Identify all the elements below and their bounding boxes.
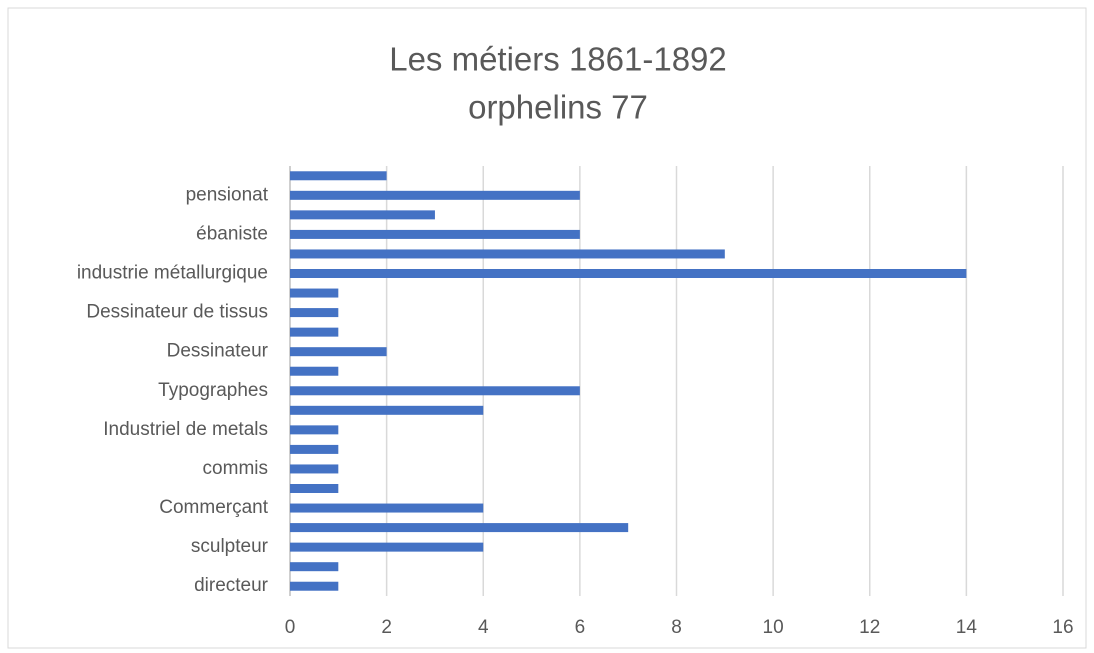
bar (290, 229, 580, 239)
y-tick-label: ébaniste (196, 223, 268, 244)
y-tick-label: Dessinateur de tissus (86, 302, 268, 323)
y-tick-label: industrie métallurgique (77, 263, 268, 284)
bar (290, 386, 580, 396)
bar (290, 269, 967, 278)
bar (290, 171, 387, 181)
x-tick-label: 0 (285, 617, 296, 638)
bar (290, 444, 339, 454)
bar (290, 581, 339, 591)
bar (290, 464, 339, 474)
x-tick-label: 8 (671, 617, 682, 638)
bar (290, 484, 339, 493)
bar (290, 210, 435, 220)
x-tick-label: 10 (763, 617, 784, 638)
x-tick-label: 2 (381, 617, 392, 638)
x-tick-label: 4 (478, 617, 489, 638)
bar (290, 562, 339, 572)
x-tick-label: 16 (1052, 617, 1073, 638)
bar (290, 288, 339, 298)
bar (290, 523, 629, 533)
bar (290, 405, 484, 415)
chart-title: Les métiers 1861-1892 (389, 41, 727, 78)
bar (290, 503, 484, 513)
bar (290, 425, 339, 435)
y-tick-label: commis (203, 458, 268, 479)
chart-title: orphelins 77 (468, 89, 648, 126)
bar (290, 308, 339, 318)
y-tick-label: Commerçant (159, 497, 268, 518)
bar (290, 542, 484, 552)
bar (290, 190, 580, 200)
x-tick-label: 12 (859, 617, 880, 638)
chart-border (7, 7, 1087, 649)
y-tick-label: directeur (194, 575, 269, 596)
x-tick-label: 6 (575, 617, 586, 638)
bar (290, 327, 339, 337)
x-tick-label: 14 (956, 617, 978, 638)
bar (290, 366, 339, 376)
bar (290, 347, 387, 357)
y-tick-label: pensionat (186, 184, 269, 205)
y-tick-label: Typographes (158, 380, 268, 401)
y-tick-label: Dessinateur (167, 341, 269, 362)
bar (290, 249, 725, 259)
y-tick-label: Industriel de metals (103, 419, 268, 440)
y-tick-label: sculpteur (191, 536, 269, 557)
